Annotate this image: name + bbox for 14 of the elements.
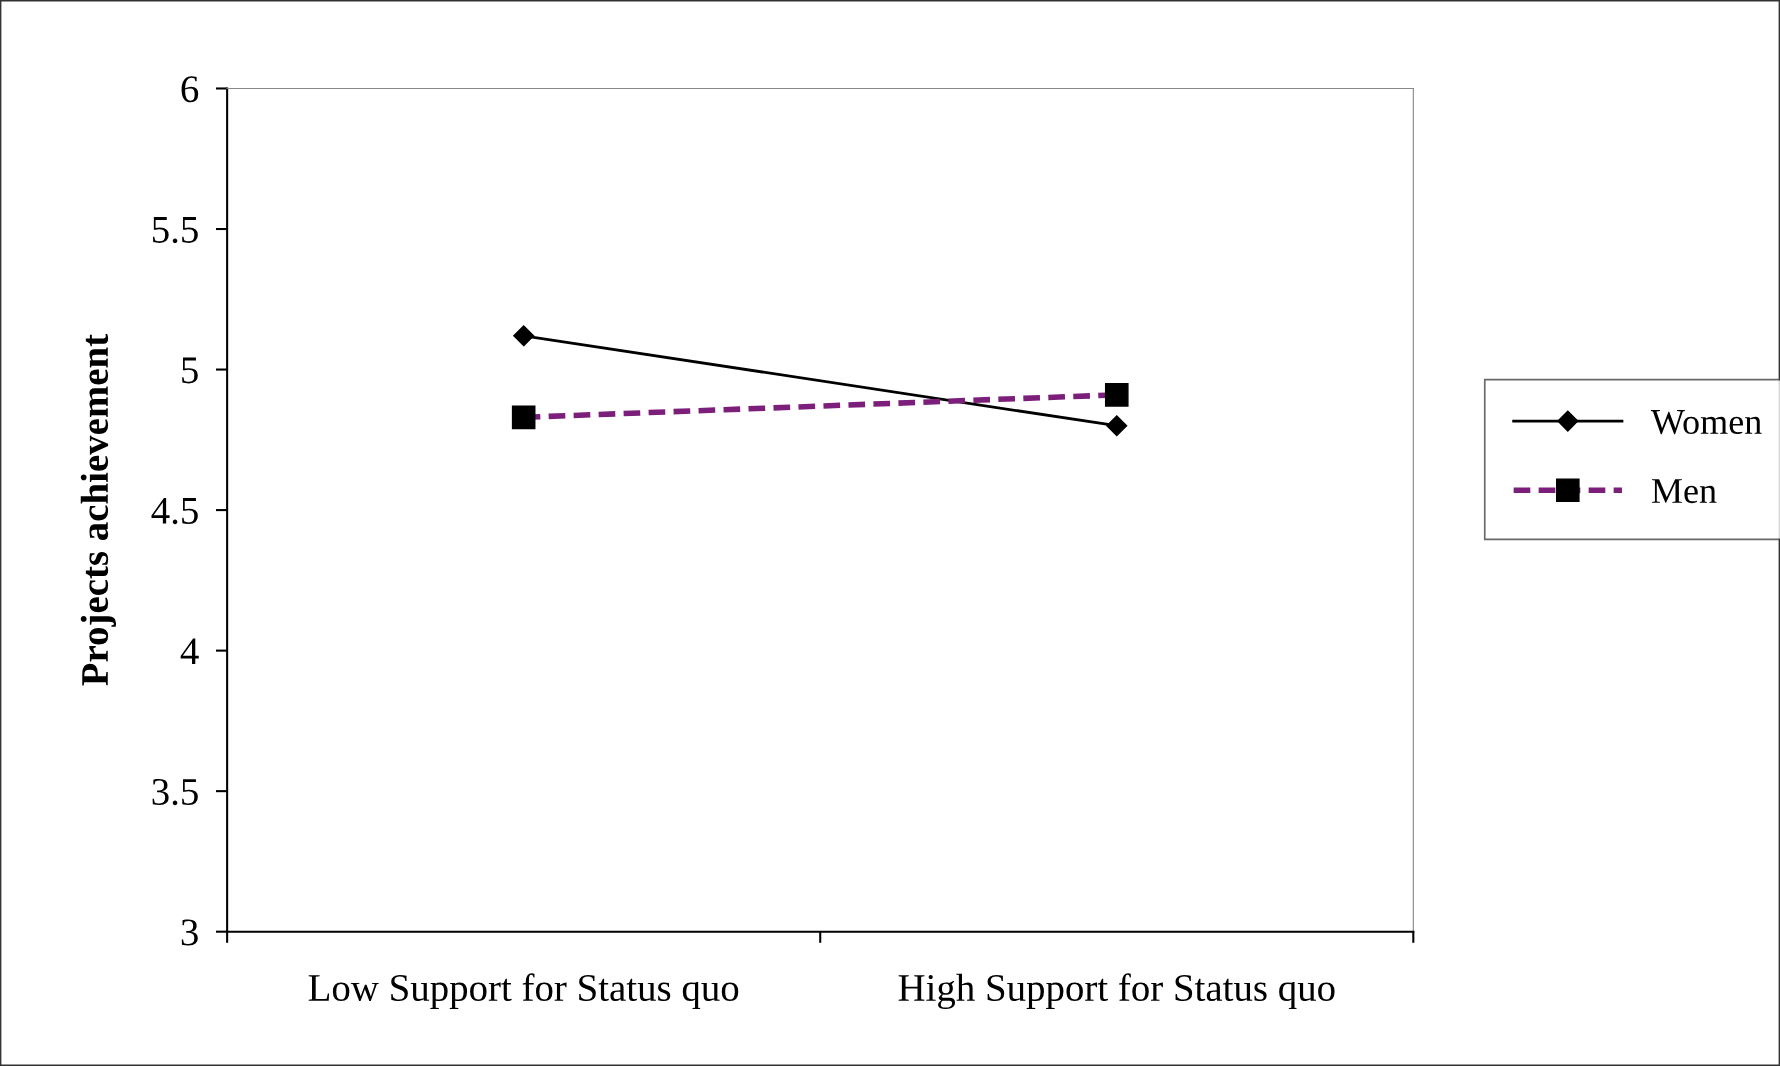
y-tick-label: 4 xyxy=(180,638,199,665)
y-tick-label: 5 xyxy=(182,357,198,384)
legend-label: Men xyxy=(1651,479,1717,504)
y-axis-title: Projects achievement xyxy=(80,334,117,686)
x-tick-label: High Support for Status quo xyxy=(898,973,1335,1010)
y-tick-label: 3.5 xyxy=(152,778,198,806)
y-tick-label: 3 xyxy=(181,919,198,946)
y-tick-label: 5.5 xyxy=(153,217,198,244)
y-tick-label: 6 xyxy=(181,76,199,103)
y-tick-label: 4.5 xyxy=(151,497,198,525)
legend-label: Women xyxy=(1650,410,1762,435)
x-tick-label: Low Support for Status quo xyxy=(308,973,739,1010)
point xyxy=(1106,415,1128,437)
point xyxy=(513,325,535,347)
